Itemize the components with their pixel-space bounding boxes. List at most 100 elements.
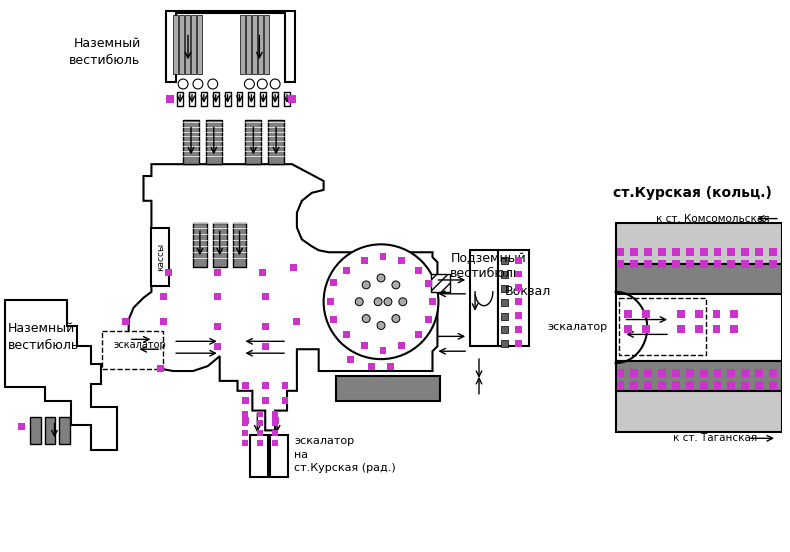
Bar: [624, 326, 633, 333]
Bar: [213, 92, 219, 106]
Bar: [44, 417, 55, 444]
Bar: [258, 15, 263, 74]
Bar: [343, 331, 350, 338]
Bar: [630, 248, 638, 256]
Bar: [416, 267, 422, 274]
Bar: [258, 431, 263, 436]
Bar: [214, 269, 221, 275]
Bar: [361, 257, 367, 264]
Bar: [624, 310, 633, 317]
Bar: [330, 279, 337, 286]
Circle shape: [356, 298, 363, 306]
Bar: [700, 260, 708, 268]
Bar: [498, 250, 529, 346]
Bar: [367, 363, 374, 369]
Circle shape: [392, 281, 400, 289]
Bar: [616, 381, 624, 389]
Bar: [293, 318, 300, 325]
Bar: [630, 369, 638, 377]
Bar: [343, 267, 350, 274]
Bar: [102, 331, 164, 369]
Bar: [183, 120, 199, 164]
Bar: [755, 369, 763, 377]
Bar: [214, 323, 221, 330]
Bar: [242, 397, 249, 404]
Circle shape: [178, 79, 188, 89]
Bar: [755, 248, 763, 256]
Text: Наземный
вестибюль: Наземный вестибюль: [70, 38, 141, 67]
Bar: [152, 229, 169, 286]
Bar: [330, 316, 337, 323]
Bar: [630, 381, 638, 389]
Bar: [243, 440, 248, 446]
Bar: [645, 381, 653, 389]
Bar: [694, 310, 702, 317]
Bar: [619, 298, 705, 355]
Text: кассы: кассы: [156, 243, 165, 271]
Text: ст.Курская (кольц.): ст.Курская (кольц.): [613, 186, 772, 200]
Circle shape: [244, 79, 254, 89]
Bar: [515, 340, 522, 347]
Bar: [250, 436, 268, 477]
Bar: [281, 383, 288, 389]
Bar: [398, 257, 405, 264]
Bar: [755, 381, 763, 389]
Bar: [616, 369, 624, 377]
Bar: [177, 92, 183, 106]
Bar: [769, 381, 777, 389]
Bar: [273, 411, 278, 417]
Bar: [741, 248, 749, 256]
Text: Вокзал: Вокзал: [505, 285, 551, 298]
Bar: [501, 341, 508, 347]
Bar: [242, 417, 249, 424]
Bar: [515, 270, 522, 278]
Bar: [379, 253, 386, 259]
Bar: [387, 363, 394, 369]
Bar: [246, 120, 261, 164]
Bar: [686, 381, 694, 389]
Bar: [645, 248, 653, 256]
Bar: [713, 310, 720, 317]
Circle shape: [258, 79, 267, 89]
Bar: [242, 383, 249, 389]
Bar: [728, 248, 735, 256]
Bar: [270, 436, 288, 477]
Bar: [501, 257, 508, 264]
Circle shape: [377, 321, 385, 330]
Bar: [615, 294, 782, 361]
Bar: [213, 222, 227, 267]
Bar: [741, 260, 749, 268]
Bar: [224, 92, 231, 106]
Bar: [173, 15, 178, 74]
Bar: [769, 260, 777, 268]
Bar: [206, 120, 222, 164]
Bar: [677, 326, 685, 333]
Bar: [713, 369, 721, 377]
Circle shape: [384, 298, 392, 306]
Bar: [731, 310, 739, 317]
Bar: [642, 326, 650, 333]
Bar: [645, 369, 653, 377]
Bar: [672, 248, 680, 256]
Bar: [214, 293, 221, 300]
Bar: [741, 381, 749, 389]
Bar: [672, 260, 680, 268]
Bar: [272, 417, 279, 424]
Bar: [515, 257, 522, 264]
Bar: [232, 222, 246, 267]
Bar: [18, 423, 25, 430]
Bar: [501, 312, 508, 320]
Bar: [261, 343, 269, 350]
Bar: [616, 248, 624, 256]
Bar: [616, 260, 624, 268]
Bar: [273, 421, 278, 427]
Bar: [214, 343, 221, 350]
Bar: [191, 15, 196, 74]
Bar: [264, 15, 269, 74]
Bar: [291, 264, 297, 270]
Bar: [713, 248, 721, 256]
Bar: [769, 248, 777, 256]
Bar: [327, 298, 334, 305]
Bar: [259, 269, 265, 275]
Polygon shape: [431, 274, 450, 292]
